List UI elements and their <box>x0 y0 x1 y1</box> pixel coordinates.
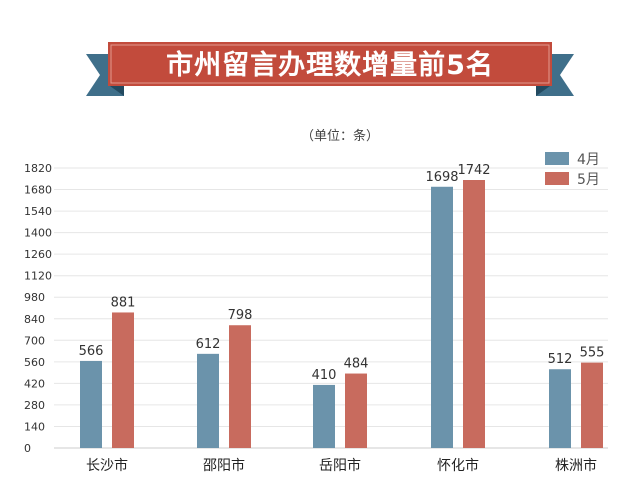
y-tick-label: 840 <box>24 313 45 326</box>
data-label: 484 <box>344 357 369 372</box>
category-label: 株洲市 <box>555 457 597 474</box>
category-label: 邵阳市 <box>203 457 245 474</box>
x-axis: 长沙市 邵阳市 岳阳市 怀化市 株洲市 <box>86 457 597 474</box>
category-label: 怀化市 <box>437 457 479 474</box>
data-label: 555 <box>580 346 605 361</box>
y-tick-label: 1120 <box>24 270 52 283</box>
category-label: 长沙市 <box>86 457 128 474</box>
legend-label: 4月 <box>577 152 600 168</box>
bar-april <box>313 384 335 448</box>
category-label: 岳阳市 <box>319 457 361 474</box>
banner-border <box>110 44 550 84</box>
ribbon-fold-left <box>110 86 124 96</box>
bar-may <box>112 312 134 448</box>
data-label: 512 <box>548 352 573 367</box>
legend-label: 5月 <box>577 172 600 188</box>
y-tick-label: 420 <box>24 377 45 390</box>
bar-april <box>197 353 219 448</box>
bar-may <box>463 180 485 448</box>
y-tick-label: 140 <box>24 420 45 433</box>
ribbon-fold-right <box>536 86 550 96</box>
legend-swatch <box>545 152 569 165</box>
y-axis: 0 140 280 420 560 700 840 980 1120 1260 1400 1540 16… <box>24 162 52 455</box>
data-label: 410 <box>312 368 337 383</box>
bar-april <box>80 360 102 448</box>
y-tick-label: 980 <box>24 291 45 304</box>
y-tick-label: 1400 <box>24 227 52 240</box>
data-label: 1698 <box>425 170 458 185</box>
bar-may <box>581 362 603 448</box>
y-tick-label: 1820 <box>24 162 52 175</box>
data-label: 566 <box>79 344 104 359</box>
title-banner: 市州留言办理数增量前5名 <box>86 42 574 96</box>
bar-april <box>431 186 453 448</box>
unit-note: （单位：条） <box>301 128 379 144</box>
legend-swatch <box>545 172 569 185</box>
y-tick-label: 1540 <box>24 205 52 218</box>
bar-may <box>345 373 367 448</box>
y-tick-label: 560 <box>24 356 45 369</box>
y-tick-label: 1680 <box>24 184 52 197</box>
data-label: 1742 <box>457 163 490 178</box>
banner-body <box>108 42 552 86</box>
y-tick-label: 280 <box>24 399 45 412</box>
y-tick-label: 0 <box>24 442 31 455</box>
chart-title: 市州留言办理数增量前5名 <box>166 49 494 81</box>
data-label: 612 <box>196 337 221 352</box>
data-label: 881 <box>111 295 136 310</box>
y-tick-label: 700 <box>24 334 45 347</box>
bars: 566 612 410 1698 512 881 798 484 1742 555 <box>79 163 605 448</box>
y-tick-label: 1260 <box>24 248 52 261</box>
bar-may <box>229 325 251 448</box>
data-label: 798 <box>228 308 253 323</box>
bar-april <box>549 369 571 448</box>
